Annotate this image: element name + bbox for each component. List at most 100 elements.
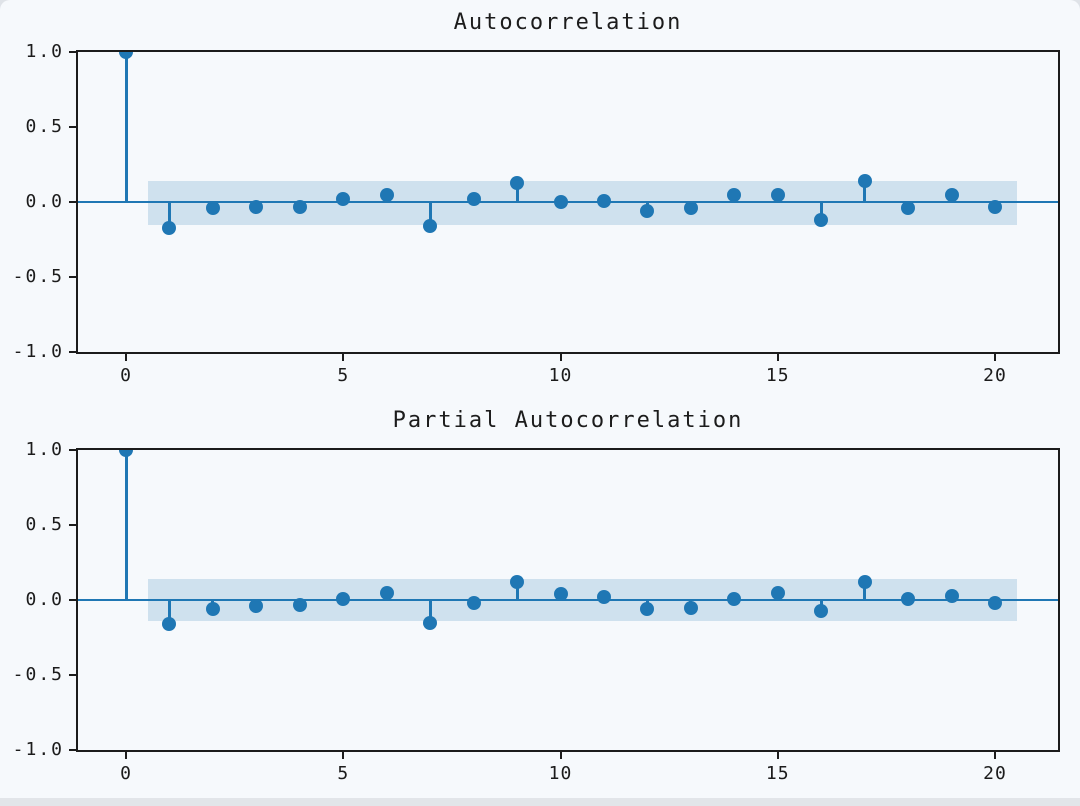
acf-xtick-mark xyxy=(125,354,127,361)
acf-zero-line xyxy=(78,200,1058,204)
acf-xtick-label: 10 xyxy=(548,365,573,386)
acf-marker-lag-19 xyxy=(944,187,959,202)
acf-ytick-label: 1.0 xyxy=(25,41,64,62)
pacf-marker-lag-20 xyxy=(988,596,1002,610)
acf-stem-lag-17 xyxy=(863,181,867,202)
acf-marker-lag-4 xyxy=(292,199,307,214)
acf-marker-lag-15 xyxy=(770,187,785,202)
bottom-edge-strip xyxy=(0,798,1080,806)
acf-marker-lag-6 xyxy=(379,187,394,202)
acf-stem-lag-0 xyxy=(124,52,128,202)
pacf-xtick-label: 5 xyxy=(337,763,350,784)
acf-xtick-label: 0 xyxy=(120,365,132,386)
acf-stem-lag-7 xyxy=(428,202,432,226)
acf-xtick-label: 20 xyxy=(983,365,1007,386)
pacf-ytick-mark xyxy=(69,749,76,751)
pacf-xtick-label: 15 xyxy=(765,763,790,784)
acf-marker-lag-20 xyxy=(988,199,1002,214)
acf-ytick-mark xyxy=(69,201,76,203)
acf-marker-lag-14 xyxy=(727,187,742,202)
pacf-marker-lag-16 xyxy=(814,603,829,618)
pacf-zero-line xyxy=(78,598,1058,602)
acf-ytick-mark xyxy=(69,276,76,278)
pacf-marker-lag-7 xyxy=(423,615,438,630)
acf-marker-lag-16 xyxy=(814,213,829,227)
pacf-title: Partial Autocorrelation xyxy=(392,408,744,433)
acf-ytick-label: 0.0 xyxy=(25,191,64,212)
acf-marker-lag-9 xyxy=(510,175,525,190)
acf-marker-lag-5 xyxy=(336,192,351,206)
pacf-marker-lag-1 xyxy=(162,617,177,631)
acf-xtick-label: 15 xyxy=(765,365,790,386)
pacf-ytick-mark xyxy=(69,524,76,526)
pacf-ytick-label: -1.0 xyxy=(12,739,64,760)
pacf-ytick-label: 1.0 xyxy=(25,439,64,460)
pacf-marker-lag-4 xyxy=(292,597,307,612)
pacf-axes xyxy=(76,448,1060,752)
acf-ytick-mark xyxy=(69,351,76,353)
acf-marker-lag-2 xyxy=(205,201,220,215)
pacf-xtick-label: 0 xyxy=(120,763,132,784)
acf-title: Autocorrelation xyxy=(453,10,683,35)
acf-marker-lag-1 xyxy=(162,220,177,235)
pacf-xtick-mark xyxy=(342,752,345,759)
acf-xtick-label: 5 xyxy=(337,365,350,386)
pacf-stem-lag-1 xyxy=(167,600,171,624)
pacf-xtick-label: 10 xyxy=(548,763,573,784)
pacf-marker-lag-17 xyxy=(857,575,872,589)
pacf-marker-lag-2 xyxy=(205,602,220,616)
pacf-xtick-mark xyxy=(776,752,779,759)
pacf-stem-lag-0 xyxy=(124,450,128,600)
pacf-stem-lag-17 xyxy=(863,582,867,600)
pacf-ytick-label: 0.0 xyxy=(25,589,64,610)
pacf-xtick-mark xyxy=(559,752,562,759)
acf-stem-lag-9 xyxy=(515,182,519,202)
acf-stem-lag-1 xyxy=(167,202,171,228)
acf-marker-lag-18 xyxy=(901,201,916,215)
acf-xtick-mark xyxy=(559,354,562,361)
pacf-ytick-mark xyxy=(69,449,76,451)
acf-marker-lag-11 xyxy=(596,193,611,208)
acf-ytick-label: -0.5 xyxy=(12,266,64,287)
pacf-ytick-label: -0.5 xyxy=(12,664,64,685)
pacf-stem-lag-7 xyxy=(428,600,432,623)
pacf-marker-lag-14 xyxy=(727,591,742,606)
acf-marker-lag-7 xyxy=(423,219,438,233)
pacf-marker-lag-15 xyxy=(770,585,785,600)
acf-marker-lag-3 xyxy=(249,199,264,214)
acf-axes xyxy=(76,50,1060,354)
pacf-marker-lag-10 xyxy=(553,587,568,601)
pacf-marker-lag-9 xyxy=(510,575,525,589)
acf-ytick-label: -1.0 xyxy=(12,341,64,362)
acf-xtick-mark xyxy=(776,354,779,361)
acf-marker-lag-13 xyxy=(683,201,698,215)
acf-marker-lag-10 xyxy=(553,195,568,209)
acf-marker-lag-12 xyxy=(640,204,655,218)
pacf-marker-lag-3 xyxy=(249,599,264,613)
pacf-xtick-mark xyxy=(125,752,127,759)
pacf-marker-lag-11 xyxy=(596,590,611,604)
acf-ytick-mark xyxy=(69,51,76,53)
pacf-marker-lag-19 xyxy=(944,588,959,603)
pacf-xtick-label: 20 xyxy=(983,763,1007,784)
pacf-marker-lag-8 xyxy=(466,596,481,610)
pacf-marker-lag-6 xyxy=(379,585,394,600)
pacf-ytick-label: 0.5 xyxy=(25,514,64,535)
pacf-xtick-mark xyxy=(994,752,996,759)
pacf-marker-lag-12 xyxy=(640,602,655,616)
acf-xtick-mark xyxy=(342,354,345,361)
pacf-ytick-mark xyxy=(69,599,76,601)
pacf-stem-lag-9 xyxy=(515,582,519,600)
acf-stem-lag-16 xyxy=(819,202,823,220)
acf-marker-lag-8 xyxy=(466,192,481,206)
acf-ytick-label: 0.5 xyxy=(25,116,64,137)
acf-marker-lag-0 xyxy=(119,52,133,59)
acf-ytick-mark xyxy=(69,126,76,128)
acf-marker-lag-17 xyxy=(857,174,872,188)
pacf-ytick-mark xyxy=(69,674,76,676)
pacf-marker-lag-13 xyxy=(683,600,698,615)
pacf-marker-lag-5 xyxy=(336,591,351,606)
